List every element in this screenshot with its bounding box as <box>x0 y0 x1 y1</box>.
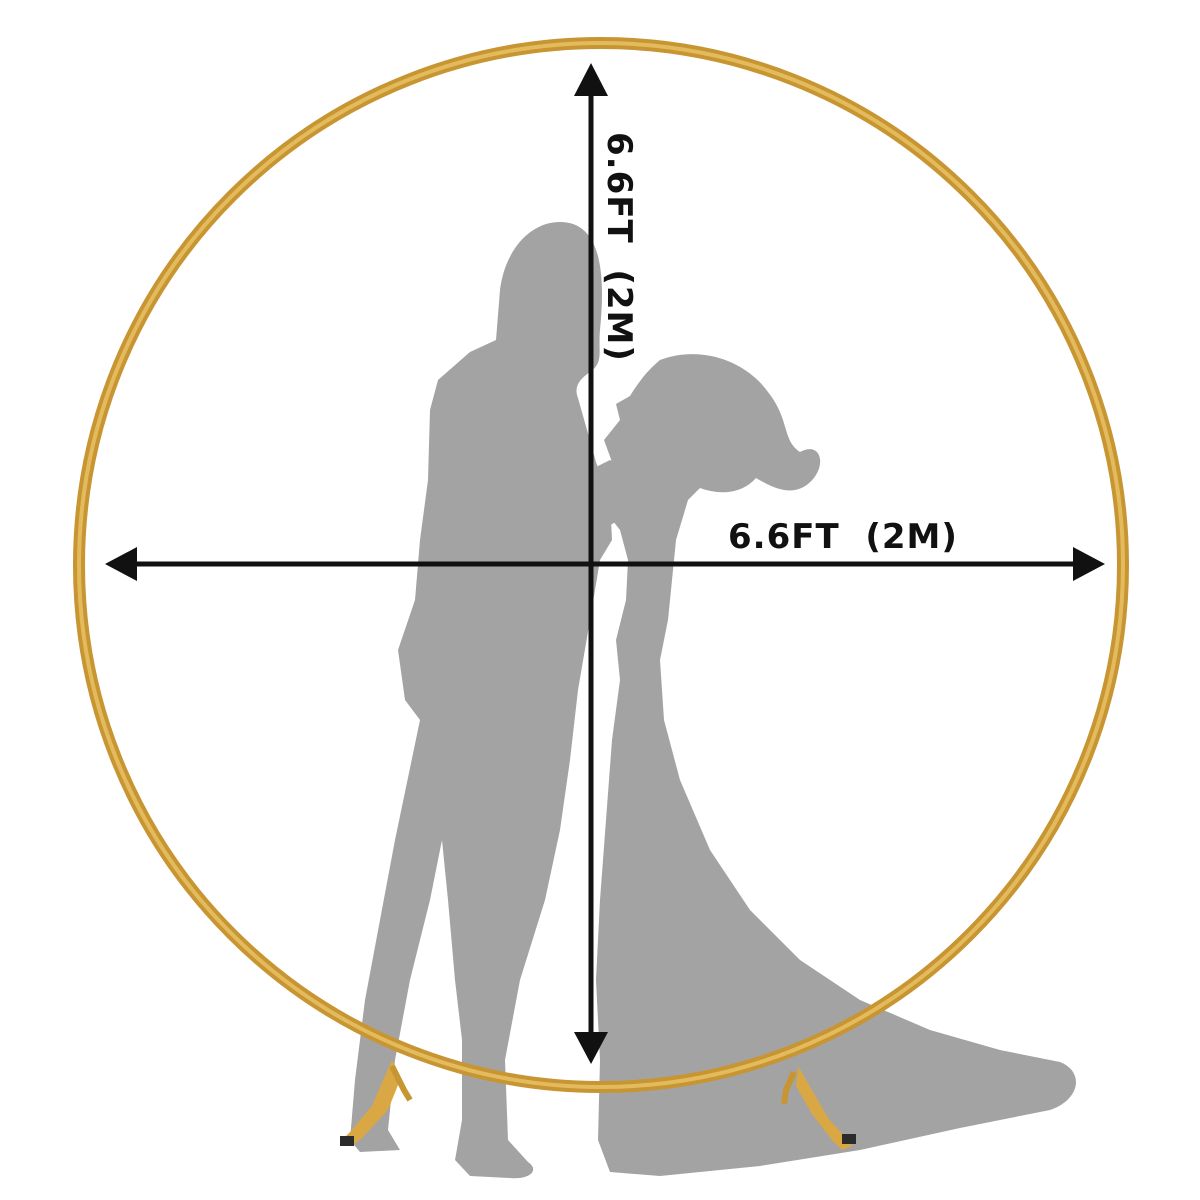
arrowhead-left-icon <box>105 547 137 581</box>
arch-ring <box>73 37 1129 1093</box>
arch-stand-feet <box>340 1060 856 1150</box>
arrowhead-right-icon <box>1073 547 1105 581</box>
arch-ring-highlight <box>77 41 1125 1089</box>
arrowhead-up-icon <box>574 63 608 96</box>
groom-silhouette <box>398 222 612 1179</box>
stand-foot-right <box>781 1066 856 1150</box>
couple-silhouette <box>350 222 1077 1179</box>
stand-foot-left <box>340 1060 413 1146</box>
embrace-arm <box>585 460 640 535</box>
width-label: 6.6FT (2M) <box>728 517 958 557</box>
arrowhead-down-icon <box>574 1032 608 1064</box>
height-label: 6.6FT (2M) <box>599 132 639 362</box>
height-dimension-arrow <box>574 63 608 1064</box>
groom-leg-front <box>350 720 460 1152</box>
width-dimension-arrow <box>105 547 1105 581</box>
bride-silhouette <box>596 354 1077 1176</box>
